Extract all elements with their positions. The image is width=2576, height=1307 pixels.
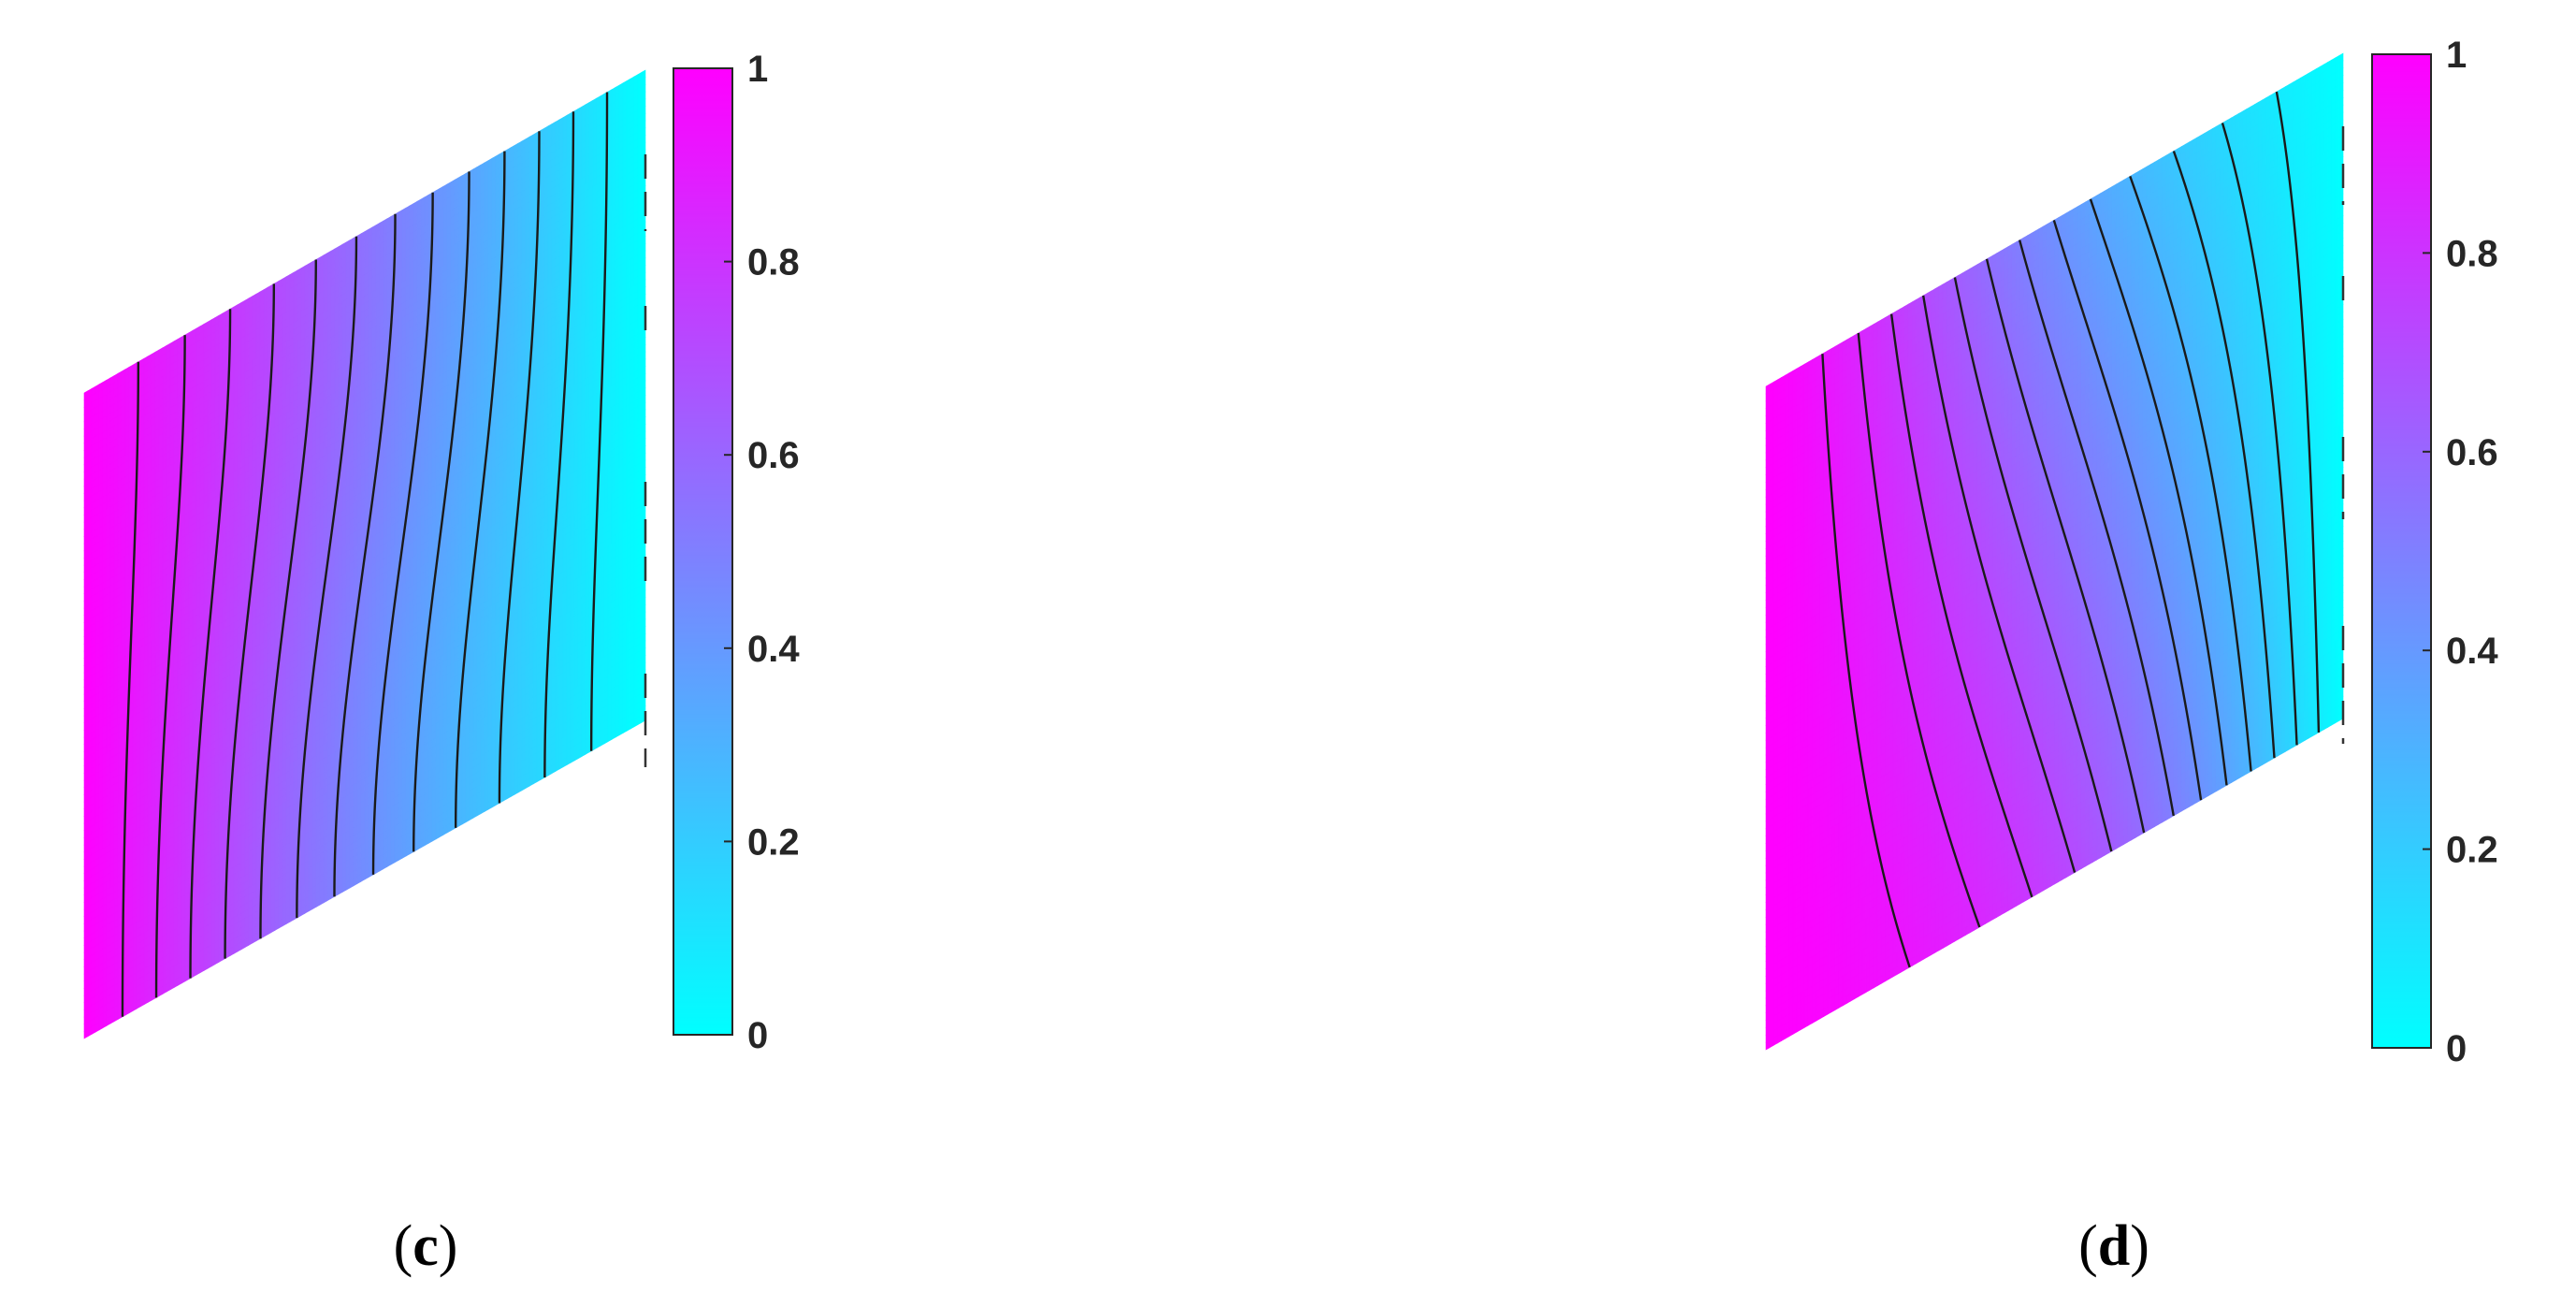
- panel-c: 00.20.40.60.81 (c): [83, 49, 800, 1278]
- contour-plot-c: [83, 69, 647, 1039]
